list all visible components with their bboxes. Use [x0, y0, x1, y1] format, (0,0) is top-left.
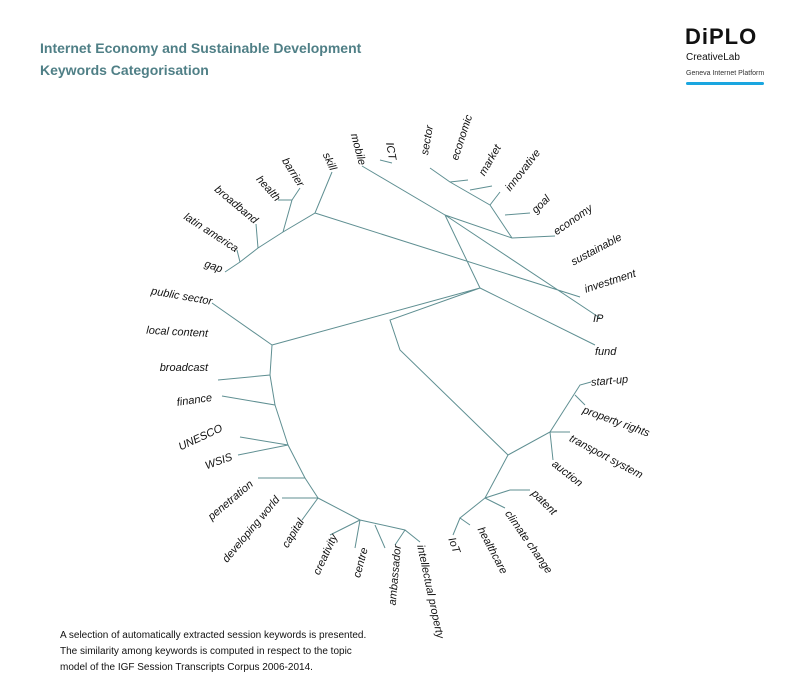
keyword: skill: [320, 151, 339, 173]
keyword: health: [254, 174, 283, 204]
keyword: investment: [583, 267, 638, 295]
keyword: creativity: [311, 531, 341, 577]
logo: DiPLO: [685, 24, 758, 49]
keyword: transport system: [567, 433, 644, 482]
keyword: local content: [146, 325, 209, 340]
keyword: start-up: [590, 374, 628, 389]
footer-line: A selection of automatically extracted s…: [60, 630, 367, 641]
keyword: IoT: [445, 536, 462, 556]
keyword: capital: [280, 516, 307, 550]
keyword: broadband: [212, 184, 261, 228]
keyword: economic: [449, 113, 475, 162]
keyword: WSIS: [203, 451, 234, 472]
keyword: gap: [203, 258, 224, 276]
keyword: ambassador: [387, 543, 404, 606]
keyword: centre: [351, 546, 371, 579]
keyword: healthcare: [475, 525, 510, 576]
logo-tag: Geneva Internet Platform: [686, 70, 765, 77]
keyword: mobile: [348, 132, 368, 166]
tree-edges: [211, 159, 601, 549]
footer-line: The similarity among keywords is compute…: [60, 646, 352, 657]
keyword: property rights: [580, 404, 652, 440]
keyword: patent: [528, 487, 559, 518]
keyword: UNESCO: [177, 422, 225, 453]
logo-sub: CreativeLab: [686, 52, 740, 63]
keyword: broadcast: [160, 362, 209, 374]
keyword: goal: [530, 193, 554, 217]
keyword: intellectual property: [414, 544, 446, 641]
logo-swoosh: [686, 82, 764, 85]
keyword: IP: [593, 313, 604, 325]
keyword: economy: [552, 202, 597, 238]
keyword: sustainable: [569, 231, 624, 268]
keyword: innovative: [503, 147, 543, 193]
keyword: ICT: [383, 141, 398, 162]
keyword: public sector: [149, 285, 214, 308]
keyword: fund: [595, 346, 617, 358]
footer-line: model of the IGF Session Transcripts Cor…: [60, 662, 313, 673]
keyword: latin america: [181, 211, 240, 255]
keyword: market: [477, 142, 505, 178]
keyword: finance: [176, 392, 213, 409]
subtitle: Keywords Categorisation: [40, 62, 209, 78]
title: Internet Economy and Sustainable Develop…: [40, 40, 362, 56]
keyword: barrier: [279, 156, 307, 190]
keyword: penetration: [205, 478, 256, 523]
keyword: climate change: [502, 509, 554, 577]
keyword: auction: [549, 458, 584, 489]
keyword: sector: [419, 123, 436, 156]
